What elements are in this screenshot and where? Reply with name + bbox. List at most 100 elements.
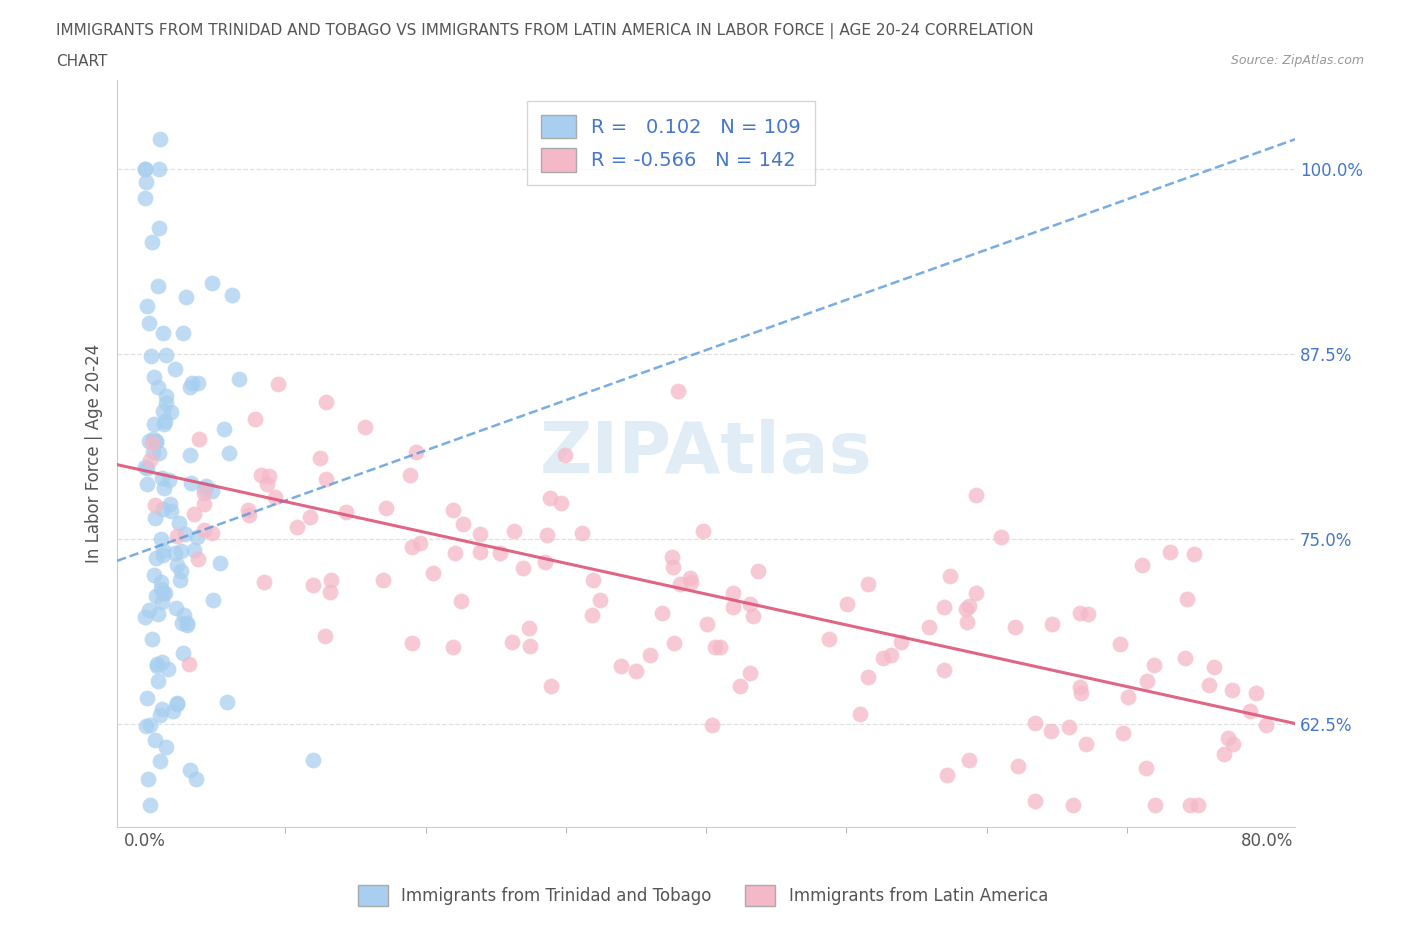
Point [139,349,162,364]
Point [1202,659,1225,674]
Point [1212,746,1234,761]
Point [215,695,238,710]
Point [166,558,188,573]
Point [138,315,160,330]
Point [143,511,166,525]
Point [501,635,523,650]
Point [152,586,174,601]
Point [679,575,702,590]
Point [443,546,465,561]
Point [195,478,218,493]
Point [918,619,941,634]
Point [243,412,266,427]
Point [519,638,541,653]
Point [1076,737,1098,751]
Point [709,640,731,655]
Point [148,445,170,460]
Point [335,504,357,519]
Point [738,597,761,612]
Point [218,445,240,460]
Point [152,501,174,516]
Point [257,469,280,484]
Point [186,772,208,787]
Text: Source: ZipAtlas.com: Source: ZipAtlas.com [1230,54,1364,67]
Point [176,618,198,632]
Point [965,586,987,601]
Point [1135,761,1157,776]
Point [405,445,427,459]
Point [253,575,276,590]
Point [179,763,201,777]
Point [1159,545,1181,560]
Point [159,497,181,512]
Point [1175,591,1198,606]
Text: CHART: CHART [56,54,108,69]
Point [143,733,166,748]
Point [1216,730,1239,745]
Point [149,132,172,147]
Point [160,405,183,419]
Point [1198,677,1220,692]
Point [302,753,325,768]
Point [150,471,173,485]
Point [149,753,172,768]
Point [149,531,172,546]
Point [872,650,894,665]
Point [138,717,160,732]
Point [187,552,209,567]
Point [664,635,686,650]
Point [582,573,605,588]
Point [165,600,187,615]
Point [152,404,174,418]
Point [319,584,342,599]
Point [250,468,273,483]
Point [172,645,194,660]
Point [934,600,956,615]
Point [180,475,202,490]
Point [153,481,176,496]
Point [162,703,184,718]
Point [742,609,765,624]
Point [1118,689,1140,704]
Y-axis label: In Labor Force | Age 20-24: In Labor Force | Age 20-24 [86,344,103,564]
Point [141,631,163,646]
Point [1182,547,1205,562]
Point [238,508,260,523]
Point [939,568,962,583]
Point [193,485,215,500]
Point [314,629,336,644]
Point [145,551,167,565]
Point [155,395,177,410]
Point [186,530,208,545]
Point [470,545,492,560]
Point [145,589,167,604]
Point [1069,680,1091,695]
Point [149,708,172,723]
Point [856,670,879,684]
Point [165,361,187,376]
Point [1007,758,1029,773]
Point [747,563,769,578]
Point [157,472,180,487]
Point [1136,674,1159,689]
Point [174,526,197,541]
Point [353,419,375,434]
Legend: R =   0.102   N = 109, R = -0.566   N = 142: R = 0.102 N = 109, R = -0.566 N = 142 [527,101,814,185]
Point [1062,797,1084,812]
Point [136,460,159,475]
Point [150,655,173,670]
Point [141,234,163,249]
Point [624,664,647,679]
Point [174,290,197,305]
Point [1220,683,1243,698]
Point [145,434,167,449]
Point [142,432,165,446]
Point [1024,715,1046,730]
Point [536,528,558,543]
Point [957,598,980,613]
Point [554,447,576,462]
Point [179,379,201,394]
Point [1174,650,1197,665]
Point [148,220,170,235]
Point [1254,718,1277,733]
